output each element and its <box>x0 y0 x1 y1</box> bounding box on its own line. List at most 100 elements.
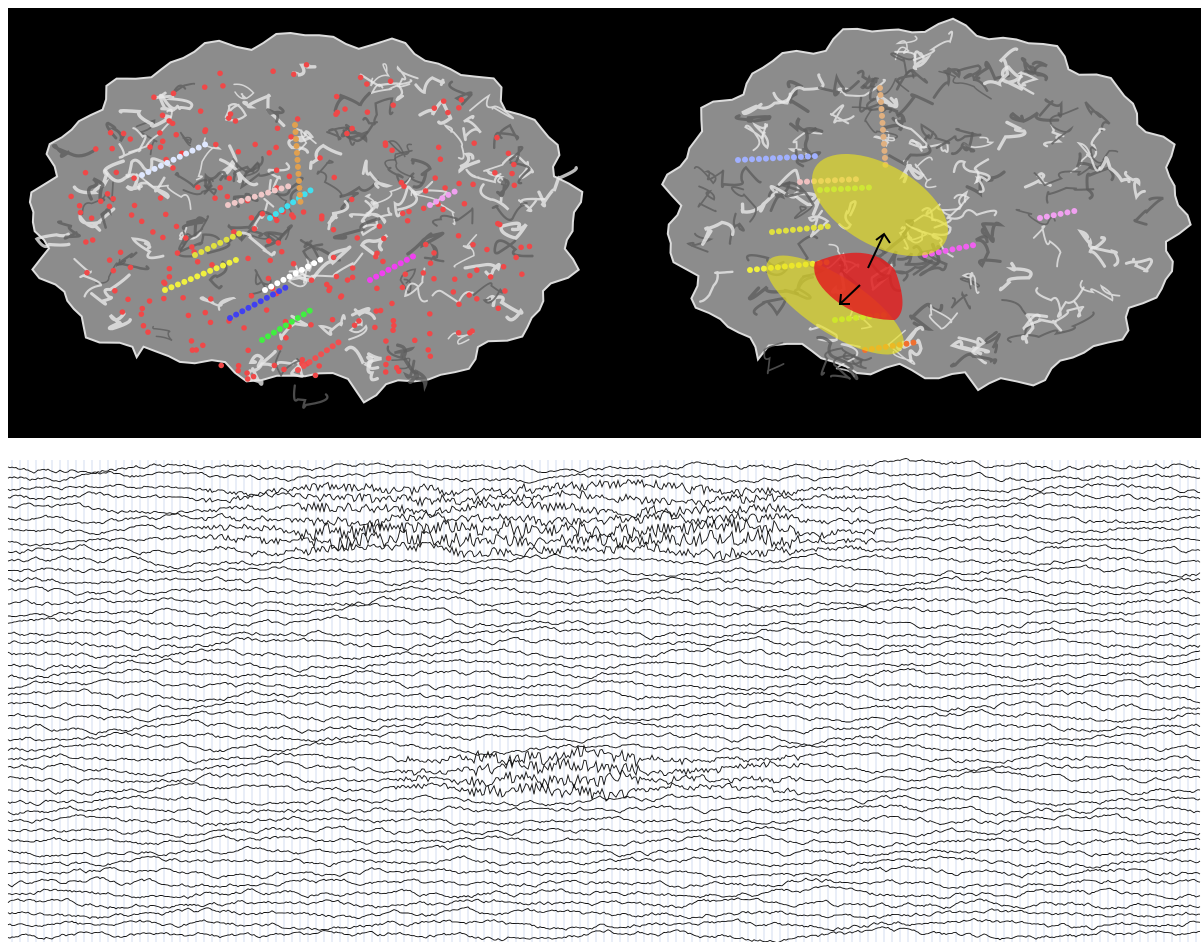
electrode <box>518 244 524 251</box>
electrode <box>294 156 301 163</box>
electrode <box>502 288 508 294</box>
sulcus <box>359 73 405 102</box>
electrode <box>335 339 342 346</box>
electrode <box>212 195 218 201</box>
sulcus <box>842 351 867 370</box>
electrode <box>290 260 297 267</box>
electrode <box>381 235 387 242</box>
sulcus <box>1079 279 1121 302</box>
electrode <box>125 296 131 303</box>
electrode <box>294 163 301 170</box>
electrode <box>250 373 257 380</box>
electrode <box>348 196 355 203</box>
sulcus <box>961 272 980 294</box>
sulcus <box>741 92 792 116</box>
electrode <box>769 155 776 162</box>
electrode <box>470 181 476 188</box>
electrode <box>469 328 475 334</box>
electrode <box>117 249 124 256</box>
sulcus <box>384 140 411 169</box>
electrode <box>762 155 769 162</box>
eeg-channel <box>7 876 1201 889</box>
electrode <box>285 183 292 190</box>
electrode <box>331 174 338 181</box>
electrode <box>157 162 164 169</box>
sulcus <box>247 362 276 386</box>
electrode <box>317 155 323 161</box>
sulcus <box>878 93 934 116</box>
electrode <box>303 62 310 68</box>
eeg-channel <box>8 626 1200 641</box>
electrode <box>202 127 209 133</box>
eeg-channel <box>7 744 1201 768</box>
sulcus <box>364 177 412 205</box>
sulcus <box>462 114 482 142</box>
electrode <box>273 167 280 174</box>
sulcus <box>178 215 210 251</box>
sulcus <box>158 93 180 113</box>
electrode <box>397 260 404 267</box>
electrode <box>270 329 277 336</box>
electrode <box>942 247 949 254</box>
electrode <box>509 170 515 177</box>
electrode <box>127 264 134 271</box>
electrode <box>383 361 389 368</box>
electrode <box>151 165 158 172</box>
sulcus <box>975 235 1002 268</box>
electrode <box>435 144 442 151</box>
electrode <box>783 154 790 161</box>
sulcus <box>956 64 989 92</box>
electrode <box>284 203 291 210</box>
sulcus <box>273 176 304 204</box>
electrode <box>213 141 219 148</box>
electrode <box>107 129 114 136</box>
electrode <box>803 178 810 185</box>
electrode <box>277 344 283 351</box>
electrode <box>513 254 519 261</box>
electrode <box>168 284 175 291</box>
electrode <box>387 78 394 84</box>
sulcus <box>105 121 126 143</box>
electrode <box>760 265 767 272</box>
electrode <box>227 111 234 117</box>
sulcus <box>204 170 228 190</box>
eeg-channel <box>7 575 1201 590</box>
electrode <box>200 270 207 277</box>
sulcus <box>78 207 116 232</box>
electrode <box>804 153 811 160</box>
electrode <box>238 197 245 204</box>
sulcus <box>1123 170 1146 201</box>
eeg-channel <box>7 527 1201 552</box>
electrode <box>500 263 507 270</box>
sulcus <box>1090 127 1106 172</box>
sulcus <box>740 190 778 214</box>
electrode <box>217 70 223 77</box>
electrode <box>267 215 273 221</box>
electrode <box>769 229 775 235</box>
electrode <box>437 156 444 163</box>
electrode <box>451 188 458 195</box>
electrode <box>293 149 300 156</box>
electrode <box>202 309 209 316</box>
electrode <box>393 364 400 371</box>
electrode <box>157 130 163 136</box>
sulcus <box>869 77 910 95</box>
sulcus <box>181 216 208 237</box>
electrode <box>432 175 439 181</box>
electrode <box>263 294 270 301</box>
eeg-channel <box>7 469 1201 484</box>
electrode <box>204 245 211 252</box>
electrode <box>373 308 379 314</box>
electrode <box>235 148 242 155</box>
electrode <box>963 243 970 250</box>
sulcus <box>174 171 212 195</box>
sulcus <box>1054 300 1085 323</box>
sulcus <box>998 261 1033 292</box>
electrode <box>519 271 525 277</box>
electrode <box>292 122 298 128</box>
sulcus <box>182 178 217 196</box>
sulcus <box>399 268 417 295</box>
electrode <box>382 142 389 149</box>
electrode <box>461 200 468 207</box>
sulcus <box>1043 123 1065 148</box>
